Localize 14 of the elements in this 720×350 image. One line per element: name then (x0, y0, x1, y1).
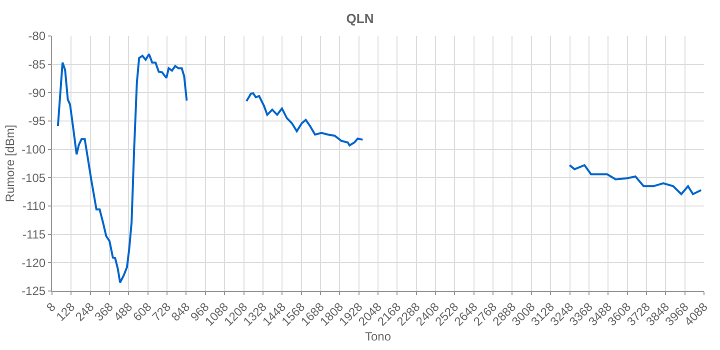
y-axis-title: Rumore [dBm] (2, 124, 17, 202)
y-tick-label: -90 (28, 86, 46, 100)
y-tick-label: -100 (22, 142, 46, 157)
y-tick-label: -115 (22, 228, 46, 242)
y-tick-label: -95 (28, 114, 46, 128)
y-tick-label: -85 (28, 58, 46, 72)
y-tick-label: -120 (22, 256, 46, 270)
x-axis-title: Tono (364, 330, 392, 344)
y-tick-label: -105 (22, 170, 46, 185)
x-tick-label: 8 (44, 300, 59, 314)
y-tick-label: -110 (22, 199, 46, 214)
chart-title: QLN (346, 11, 374, 26)
y-tick-label: -80 (28, 29, 46, 44)
y-tick-label: -125 (22, 284, 46, 298)
